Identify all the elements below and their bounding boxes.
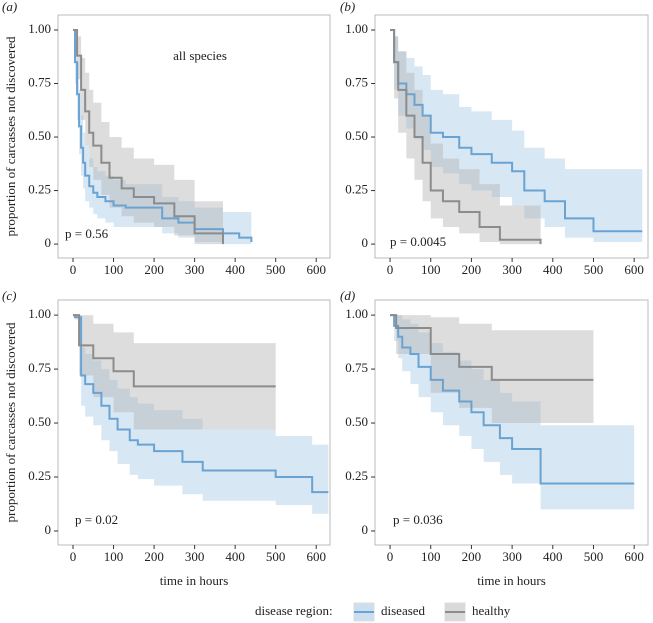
survival-line bbox=[72, 314, 329, 494]
x-tick-label: 500 bbox=[584, 549, 604, 564]
panel-label: (d) bbox=[340, 288, 355, 303]
confidence-band bbox=[72, 315, 329, 514]
plot-frame bbox=[57, 299, 331, 546]
stat-annotation: p = 0.0045 bbox=[390, 234, 446, 249]
y-tick-label: 0.50 bbox=[345, 128, 368, 143]
survival-line bbox=[390, 28, 542, 245]
x-tick-label: 0 bbox=[70, 262, 77, 277]
confidence-band bbox=[72, 29, 252, 245]
panel-label: (c) bbox=[2, 288, 16, 303]
x-tick-label: 100 bbox=[421, 262, 441, 277]
legend-title: disease region: bbox=[255, 603, 333, 618]
y-tick-label: 0.25 bbox=[345, 468, 368, 483]
x-tick-label: 600 bbox=[306, 262, 326, 277]
y-tick-label: 0.25 bbox=[345, 182, 368, 197]
y-tick-label: 0 bbox=[45, 522, 52, 537]
x-tick-label: 0 bbox=[70, 549, 77, 564]
panel-label: (a) bbox=[2, 0, 17, 14]
x-tick-label: 400 bbox=[225, 549, 245, 564]
y-tick-label: 0.75 bbox=[345, 360, 368, 375]
x-tick-label: 400 bbox=[225, 262, 245, 277]
plot-frame bbox=[374, 14, 649, 259]
x-tick-label: 400 bbox=[543, 262, 563, 277]
confidence-band bbox=[72, 29, 223, 245]
x-axis-label: time in hours bbox=[160, 573, 229, 588]
y-axis-label: proportion of carcasses not discovered bbox=[3, 322, 18, 522]
survival-line bbox=[390, 28, 643, 233]
y-tick-label: 1.00 bbox=[28, 306, 51, 321]
stat-annotation: p = 0.56 bbox=[65, 226, 109, 241]
x-tick-label: 500 bbox=[584, 262, 604, 277]
x-tick-label: 0 bbox=[387, 549, 394, 564]
y-tick-label: 0.75 bbox=[28, 74, 51, 89]
plot-frame bbox=[57, 14, 331, 259]
x-axis-label: time in hours bbox=[477, 573, 546, 588]
legend-label: diseased bbox=[381, 603, 426, 618]
legend-label: healthy bbox=[472, 603, 511, 618]
x-tick-label: 100 bbox=[421, 549, 441, 564]
stat-annotation: p = 0.036 bbox=[393, 512, 443, 527]
y-tick-label: 0.50 bbox=[28, 414, 51, 429]
survival-line bbox=[72, 28, 224, 245]
survival-line bbox=[390, 314, 594, 381]
y-tick-label: 0.50 bbox=[28, 128, 51, 143]
x-tick-label: 100 bbox=[104, 262, 124, 277]
stat-annotation: p = 0.02 bbox=[75, 512, 118, 527]
x-tick-label: 300 bbox=[502, 549, 522, 564]
x-tick-label: 200 bbox=[144, 262, 164, 277]
y-tick-label: 0 bbox=[362, 522, 369, 537]
x-tick-label: 300 bbox=[185, 262, 205, 277]
confidence-band bbox=[390, 29, 643, 242]
x-tick-label: 200 bbox=[462, 549, 482, 564]
x-tick-label: 300 bbox=[502, 262, 522, 277]
y-tick-label: 0.25 bbox=[28, 182, 51, 197]
x-tick-label: 200 bbox=[144, 549, 164, 564]
y-tick-label: 1.00 bbox=[345, 306, 368, 321]
confidence-band bbox=[390, 315, 635, 510]
x-tick-label: 600 bbox=[624, 262, 644, 277]
x-tick-label: 500 bbox=[266, 262, 286, 277]
panel-label: (b) bbox=[340, 0, 355, 14]
y-tick-label: 0.50 bbox=[345, 414, 368, 429]
x-tick-label: 600 bbox=[624, 549, 644, 564]
y-tick-label: 0.75 bbox=[345, 74, 368, 89]
y-tick-label: 1.00 bbox=[345, 21, 368, 36]
x-tick-label: 100 bbox=[104, 549, 124, 564]
x-tick-label: 0 bbox=[387, 262, 394, 277]
plot-frame bbox=[374, 299, 649, 546]
x-tick-label: 500 bbox=[266, 549, 286, 564]
y-tick-label: 0 bbox=[362, 235, 369, 250]
survival-line bbox=[390, 314, 635, 485]
x-tick-label: 600 bbox=[306, 549, 326, 564]
annotation: all species bbox=[173, 48, 227, 63]
x-tick-label: 300 bbox=[185, 549, 205, 564]
survival-line bbox=[72, 314, 276, 388]
y-tick-label: 0.75 bbox=[28, 360, 51, 375]
x-tick-label: 400 bbox=[543, 549, 563, 564]
y-tick-label: 1.00 bbox=[28, 21, 51, 36]
confidence-band bbox=[390, 29, 541, 245]
confidence-band bbox=[72, 315, 276, 430]
x-tick-label: 200 bbox=[462, 262, 482, 277]
y-tick-label: 0 bbox=[45, 235, 52, 250]
y-tick-label: 0.25 bbox=[28, 468, 51, 483]
y-axis-label: proportion of carcasses not discovered bbox=[3, 36, 18, 236]
